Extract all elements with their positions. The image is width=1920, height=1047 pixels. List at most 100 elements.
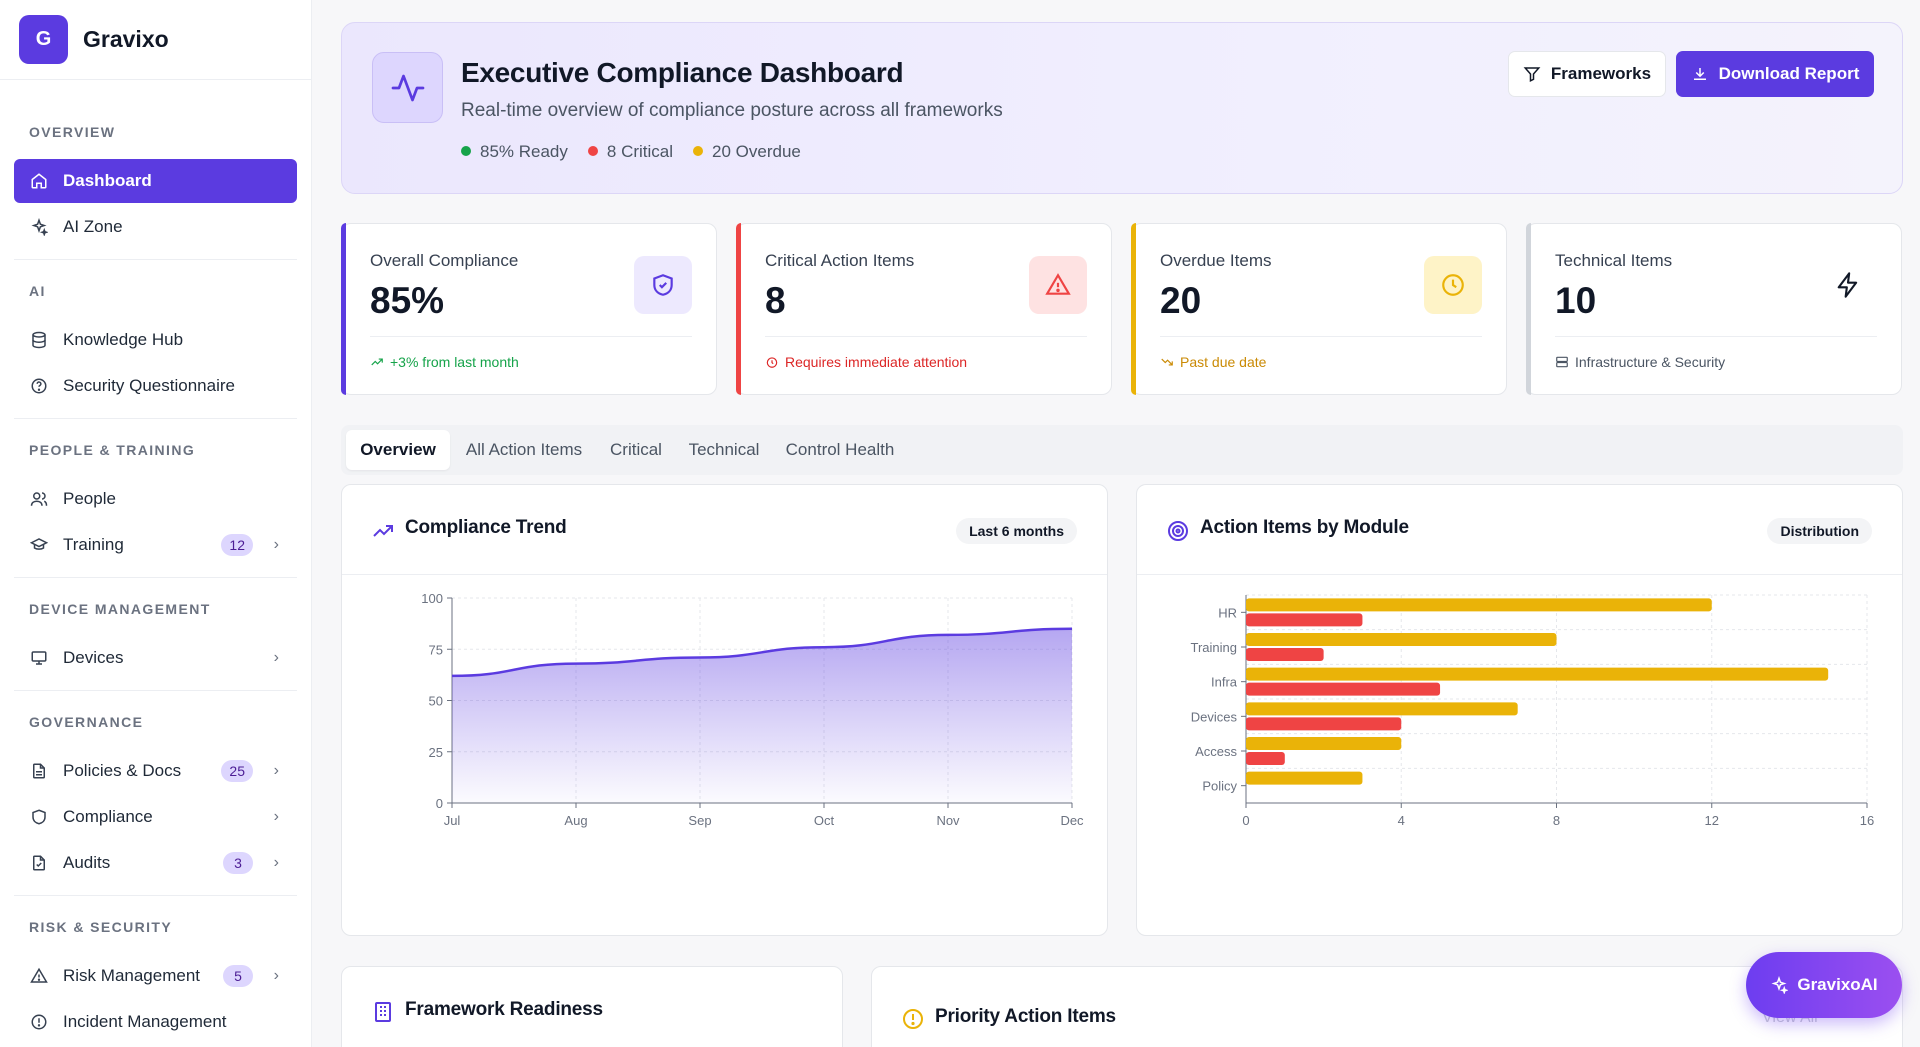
- bar: [1246, 737, 1402, 750]
- action-items-by-module-card: Action Items by Module Distribution 0 4 8 1…: [1136, 484, 1903, 936]
- header-stats: 85% Ready 8 Critical 20 Overdue: [461, 142, 801, 162]
- stat-value: 85%: [370, 280, 445, 321]
- x-tick-label: Sep: [688, 813, 711, 828]
- bar: [1246, 682, 1441, 696]
- sidebar-item-people[interactable]: People: [14, 477, 297, 521]
- ai-button-label: GravixoAI: [1797, 975, 1878, 994]
- sidebar-item-label: Incident Management: [63, 1012, 227, 1031]
- download-button-label: Download Report: [1718, 64, 1860, 83]
- y-tick-label: 75: [429, 642, 443, 657]
- tab-critical[interactable]: Critical: [610, 440, 662, 459]
- frameworks-button-label: Frameworks: [1550, 64, 1652, 83]
- stat-card-critical-action-items[interactable]: Critical Action Items 8 Requires immedia…: [736, 223, 1112, 395]
- trend-line: [451, 627, 1073, 678]
- stat-card-technical-items[interactable]: Technical Items 10 Infrastructure & Secu…: [1526, 223, 1902, 395]
- x-tick-label: 8: [1553, 813, 1560, 828]
- bar: [1246, 717, 1402, 731]
- x-tick-label: 16: [1860, 813, 1874, 828]
- divider: [14, 418, 297, 419]
- sidebar-item-dashboard[interactable]: Dashboard: [14, 159, 297, 203]
- sidebar-item-knowledge-hub[interactable]: Knowledge Hub: [14, 318, 297, 362]
- range-pill[interactable]: Last 6 months: [956, 518, 1077, 544]
- bar: [1246, 702, 1518, 716]
- section-title-governance: GOVERNANCE: [29, 714, 144, 730]
- stat-card-overall-compliance[interactable]: Overall Compliance 85% +3% from last mon…: [341, 223, 717, 395]
- sidebar-item-label: Audits: [63, 853, 111, 872]
- chevron-right-icon: ›: [273, 649, 279, 666]
- activity-icon: [372, 52, 443, 123]
- help-circle-icon: [29, 376, 49, 396]
- sidebar-item-ai-zone[interactable]: AI Zone: [14, 205, 297, 249]
- x-tick-label: 12: [1705, 813, 1719, 828]
- x-tick-label: 4: [1398, 813, 1405, 828]
- count-badge: 3: [223, 852, 253, 874]
- y-tick-label: 50: [429, 694, 443, 709]
- graduation-cap-icon: [29, 535, 49, 555]
- users-icon: [29, 489, 49, 509]
- overdue-stat: 20 Overdue: [693, 142, 801, 162]
- y-tick-label: 25: [429, 745, 443, 760]
- target-icon: [1165, 518, 1191, 544]
- card-header: Action Items by Module Distribution: [1137, 485, 1902, 575]
- sidebar-item-security-questionnaire[interactable]: Security Questionnaire: [14, 364, 297, 408]
- status-dot: [693, 146, 704, 156]
- sidebar-item-audits[interactable]: Audits 3 ›: [14, 841, 297, 885]
- database-icon: [29, 330, 49, 350]
- frameworks-button[interactable]: Frameworks: [1508, 51, 1666, 97]
- stat-footer: Requires immediate attention: [765, 354, 967, 370]
- zap-icon: [1819, 256, 1877, 314]
- download-report-button[interactable]: Download Report: [1676, 51, 1874, 97]
- tab-all-action-items[interactable]: All Action Items: [465, 440, 583, 459]
- divider: [1160, 336, 1482, 337]
- sidebar-item-label: Policies & Docs: [63, 761, 182, 780]
- chevron-right-icon: ›: [273, 967, 279, 984]
- sidebar-item-incident-management[interactable]: Incident Management: [14, 1000, 297, 1044]
- tab-control-health[interactable]: Control Health: [785, 440, 895, 459]
- brand-name: Gravixo: [83, 26, 169, 52]
- y-tick-label: HR: [1218, 605, 1237, 620]
- dashboard-header: Executive Compliance Dashboard Real-time…: [341, 22, 1903, 194]
- bar: [1246, 752, 1285, 765]
- sidebar-item-risk-management[interactable]: Risk Management 5 ›: [14, 954, 297, 998]
- x-tick-label: Aug: [564, 813, 587, 828]
- divider: [14, 690, 297, 691]
- tab-technical[interactable]: Technical: [688, 440, 760, 459]
- accent-bar: [1526, 223, 1531, 395]
- trend-area: [452, 628, 1072, 803]
- compliance-trend-chart: 0 25 50 75 100 Jul Aug Sep Oct Nov Dec: [421, 591, 1084, 828]
- monitor-icon: [29, 648, 49, 668]
- stat-footer: Infrastructure & Security: [1555, 354, 1725, 370]
- clock-icon: [1424, 256, 1482, 314]
- bar: [1246, 771, 1363, 785]
- sidebar-item-label: Compliance: [63, 807, 153, 826]
- stat-label: Critical Action Items: [765, 251, 915, 270]
- stat-card-overdue-items[interactable]: Overdue Items 20 Past due date: [1131, 223, 1507, 395]
- section-title-risk-security: RISK & SECURITY: [29, 919, 173, 935]
- page-title: Executive Compliance Dashboard: [461, 57, 904, 88]
- y-tick-label: Devices: [1191, 709, 1238, 724]
- bar: [1246, 648, 1324, 661]
- distribution-pill[interactable]: Distribution: [1767, 518, 1872, 544]
- sidebar-item-policies-docs[interactable]: Policies & Docs 25 ›: [14, 749, 297, 793]
- y-tick-label: Policy: [1202, 779, 1237, 794]
- status-dot: [587, 146, 598, 156]
- brand[interactable]: G Gravixo: [0, 0, 311, 80]
- bar: [1246, 667, 1829, 681]
- sidebar-item-label: Knowledge Hub: [63, 330, 184, 349]
- section-title-ai: AI: [29, 283, 46, 299]
- shield-icon: [29, 807, 49, 827]
- accent-bar: [341, 223, 346, 395]
- sidebar-item-label: Risk Management: [63, 966, 201, 985]
- alert-triangle-icon: [1029, 256, 1087, 314]
- x-tick-label: Dec: [1060, 813, 1084, 828]
- sidebar-item-devices[interactable]: Devices ›: [14, 636, 297, 680]
- sidebar: G Gravixo OVERVIEW Dashboard AI Zone AI …: [0, 0, 312, 1047]
- sidebar-item-compliance[interactable]: Compliance ›: [14, 795, 297, 839]
- critical-stat: 8 Critical: [587, 142, 673, 162]
- sidebar-item-label: AI Zone: [63, 217, 123, 236]
- chevron-right-icon: ›: [273, 762, 279, 779]
- tab-overview[interactable]: Overview: [346, 430, 450, 470]
- gravixo-ai-button[interactable]: GravixoAI: [1746, 952, 1902, 1018]
- shield-check-icon: [634, 256, 692, 314]
- sidebar-item-training[interactable]: Training 12 ›: [14, 523, 297, 567]
